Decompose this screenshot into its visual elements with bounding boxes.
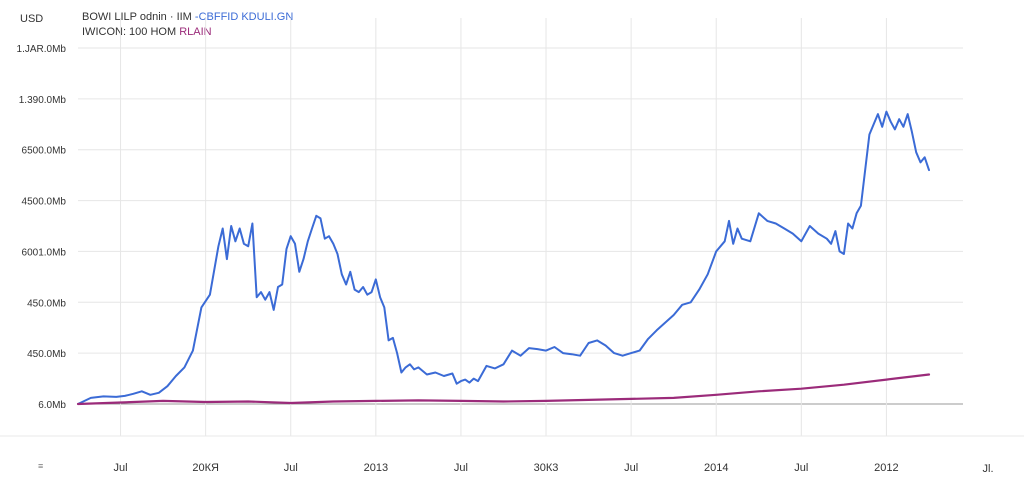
series-line-primary bbox=[77, 110, 930, 405]
x-tick-label: 2013 bbox=[364, 462, 388, 474]
x-axis-ticks: Jul 20КЯ Jul 2013 Jul 30К3 Jul 2014 Jul 2012 bbox=[114, 462, 899, 474]
y-tick-label: 450.0Mb bbox=[27, 349, 66, 360]
footer-left-mark: ≡ bbox=[38, 461, 43, 471]
grid bbox=[0, 18, 1024, 437]
y-tick-label: 1.390.0Mb bbox=[19, 95, 67, 106]
x-tick-label: 20КЯ bbox=[192, 462, 219, 474]
legend-item-primary-label: BOWI LILP odnin · IIM bbox=[82, 11, 192, 23]
x-tick-label: Jul bbox=[114, 462, 128, 474]
unit-label: USD bbox=[20, 13, 44, 25]
y-tick-label: 1.JAR.0Mb bbox=[17, 44, 67, 55]
x-tick-label: 2012 bbox=[874, 462, 898, 474]
x-tick-label: Jul bbox=[624, 462, 638, 474]
legend-item-secondary-label: IWICON: 100 HOM bbox=[82, 26, 177, 38]
x-tick-label: Jul bbox=[454, 462, 468, 474]
y-tick-label: 6.0Mb bbox=[38, 400, 66, 411]
x-tick-label: Jul bbox=[284, 462, 298, 474]
y-tick-label: 6500.0Mb bbox=[22, 146, 67, 157]
legend-row-2: IWICON: 100 HOM RLAIN bbox=[82, 25, 293, 40]
y-tick-label: 4500.0Mb bbox=[22, 197, 67, 208]
legend-item-secondary-tag: RLAIN bbox=[179, 26, 212, 38]
x-tick-label: 2014 bbox=[704, 462, 728, 474]
y-axis-ticks: 6.0Mb 450.0Mb 450.0Mb 6001.0Mb 4500.0Mb 6500.… bbox=[17, 44, 67, 411]
y-tick-label: 450.0Mb bbox=[27, 298, 66, 309]
series-line-secondary bbox=[76, 373, 931, 406]
y-tick-label: 6001.0Mb bbox=[22, 247, 67, 258]
footer-right-mark: Jl. bbox=[983, 463, 994, 475]
series-group bbox=[76, 110, 931, 406]
legend-item-primary-tag: -CBFFID KDULI.GN bbox=[194, 11, 294, 23]
legend: BOWI LILP odnin · IIM -CBFFID KDULI.GN I… bbox=[82, 10, 293, 40]
x-tick-label: 30К3 bbox=[534, 462, 559, 474]
x-tick-label: Jul bbox=[794, 462, 808, 474]
legend-row-1: BOWI LILP odnin · IIM -CBFFID KDULI.GN bbox=[82, 10, 293, 25]
